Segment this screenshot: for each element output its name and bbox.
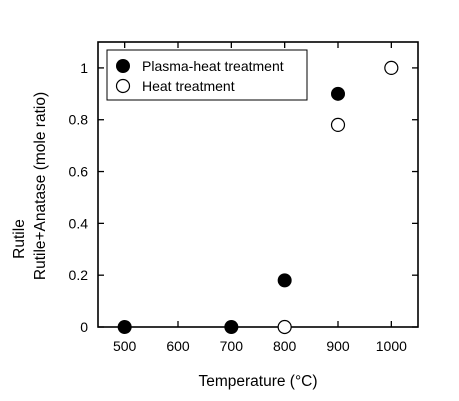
legend-label-plasma: Plasma-heat treatment <box>142 58 284 74</box>
data-point-heat <box>330 117 346 133</box>
legend-marker-heat <box>115 78 131 94</box>
y-tick-label: 0.6 <box>69 164 89 180</box>
x-axis-title: Temperature (°C) <box>198 373 317 390</box>
x-tick-label: 600 <box>166 338 190 354</box>
x-tick-label: 1000 <box>376 338 407 354</box>
data-points <box>117 60 399 335</box>
data-point-heat <box>277 319 292 335</box>
y-tick-label: 0 <box>80 319 88 335</box>
y-tick-label: 0.4 <box>69 215 89 231</box>
legend: Plasma-heat treatment Heat treatment <box>106 49 308 101</box>
data-point-heat <box>384 60 399 76</box>
y-tick-label: 1 <box>80 60 88 76</box>
y-axis-ticks: 0 0.2 0.4 0.6 0.8 1 <box>69 60 418 335</box>
y-tick-label: 0.2 <box>69 267 89 283</box>
x-tick-label: 900 <box>326 338 350 354</box>
plot-axes <box>97 41 419 328</box>
y-axis-title-line2: Rutile+Anatase (mole ratio) <box>32 92 49 280</box>
legend-marker-plasma <box>116 59 130 73</box>
data-point-plasma-heat <box>331 86 345 101</box>
data-point-plasma-heat <box>277 273 292 288</box>
y-axis-title-line1: Rutile <box>11 219 28 259</box>
legend-label-heat: Heat treatment <box>142 78 235 94</box>
x-tick-label: 800 <box>273 338 297 354</box>
plot-frame <box>97 41 419 328</box>
data-point-plasma-heat <box>117 320 132 334</box>
legend-box <box>106 49 308 101</box>
data-point-plasma-heat <box>224 320 239 334</box>
y-tick-label: 0.8 <box>69 112 89 128</box>
x-tick-label: 500 <box>113 338 137 354</box>
x-tick-label: 700 <box>220 338 244 354</box>
